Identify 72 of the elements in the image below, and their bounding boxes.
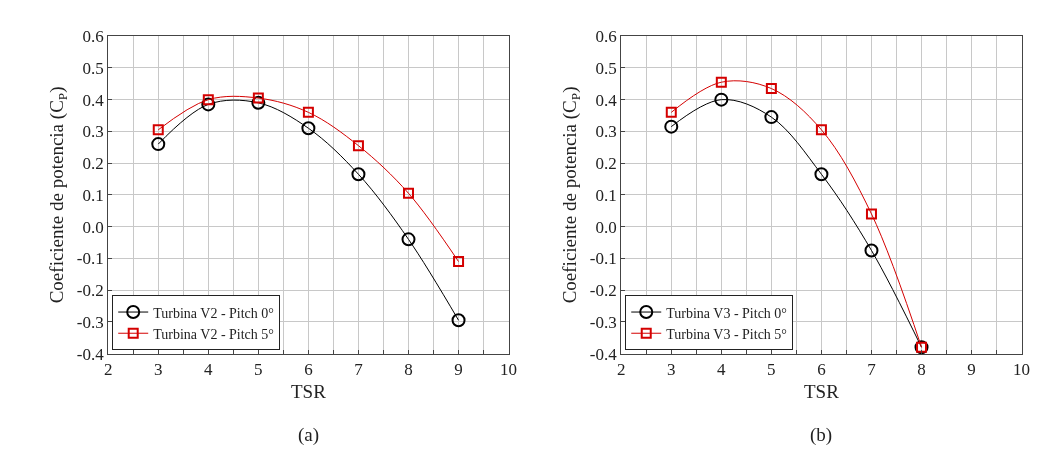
y-tick-label: 0.5 <box>595 58 617 78</box>
x-axis-title: TSR <box>803 380 840 402</box>
legend-label: Turbina V2 - Pitch 5° <box>153 326 274 342</box>
point <box>352 140 364 152</box>
y-tick-label: -0.4 <box>76 344 105 364</box>
y-tick-label: 0.4 <box>595 90 618 110</box>
y-tick-label: -0.3 <box>589 312 617 332</box>
point <box>765 83 777 95</box>
x-tick-label: 2 <box>616 360 626 380</box>
x-tick-label: 4 <box>717 360 727 380</box>
x-tick-label: 8 <box>404 360 413 380</box>
point <box>403 187 414 199</box>
x-tick-label: 10 <box>500 360 518 380</box>
point <box>152 124 164 136</box>
x-tick-label: 9 <box>967 360 976 380</box>
x-tick-label: 4 <box>204 360 214 380</box>
y-tick-label: 0.2 <box>595 154 617 174</box>
text: (b) <box>810 424 833 446</box>
point <box>864 243 879 258</box>
x-tick-label: 3 <box>667 360 676 380</box>
y-tick-label: 0.0 <box>595 217 617 237</box>
y-tick-label: 0.5 <box>82 58 104 78</box>
point <box>351 167 366 182</box>
x-axis-title: TSR <box>290 380 327 402</box>
point <box>201 97 216 112</box>
point <box>301 121 316 136</box>
y-tick-label: 0.0 <box>82 217 104 237</box>
x-tick-label: 3 <box>154 360 163 380</box>
x-tick-label: 7 <box>354 360 364 380</box>
y-tick-label: 0.6 <box>82 27 104 47</box>
x-tick-label: 2 <box>103 360 113 380</box>
point <box>202 94 214 106</box>
y-tick-label: 0.1 <box>595 185 617 205</box>
point <box>764 110 779 125</box>
point <box>715 76 727 88</box>
x-tick-label: 6 <box>817 360 826 380</box>
legend-label: Turbina V3 - Pitch 0° <box>666 305 787 321</box>
point <box>252 92 264 104</box>
point <box>451 313 466 328</box>
legend-label: Turbina V2 - Pitch 0° <box>153 305 274 321</box>
x-tick-label: 7 <box>867 360 877 380</box>
point <box>815 124 827 136</box>
y-tick-label: -0.2 <box>589 281 617 301</box>
point <box>665 106 677 118</box>
point <box>251 95 266 110</box>
x-tick-label: 5 <box>254 360 263 380</box>
point <box>453 256 465 268</box>
x-tick-label: 6 <box>304 360 313 380</box>
y-tick-label: -0.4 <box>589 344 618 364</box>
x-tick-label: 8 <box>917 360 926 380</box>
point <box>151 137 166 152</box>
x-tick-label: 9 <box>454 360 463 380</box>
y-tick-label: -0.2 <box>76 281 104 301</box>
y-tick-label: 0.6 <box>595 27 617 47</box>
point <box>401 232 416 247</box>
point <box>865 208 877 220</box>
y-tick-label: -0.3 <box>76 312 104 332</box>
point <box>814 167 829 182</box>
y-tick-label: 0.1 <box>82 185 104 205</box>
y-tick-label: 0.2 <box>82 154 104 174</box>
point <box>664 119 679 134</box>
text: (a) <box>298 424 320 446</box>
y-tick-label: 0.3 <box>82 122 104 142</box>
point <box>302 106 314 118</box>
y-tick-label: -0.1 <box>589 249 617 269</box>
x-tick-label: 10 <box>1013 360 1031 380</box>
y-tick-label: -0.1 <box>76 249 104 269</box>
point <box>714 92 729 107</box>
x-tick-label: 5 <box>767 360 776 380</box>
y-tick-label: 0.4 <box>82 90 105 110</box>
y-tick-label: 0.3 <box>595 122 617 142</box>
legend-label: Turbina V3 - Pitch 5° <box>666 326 787 342</box>
